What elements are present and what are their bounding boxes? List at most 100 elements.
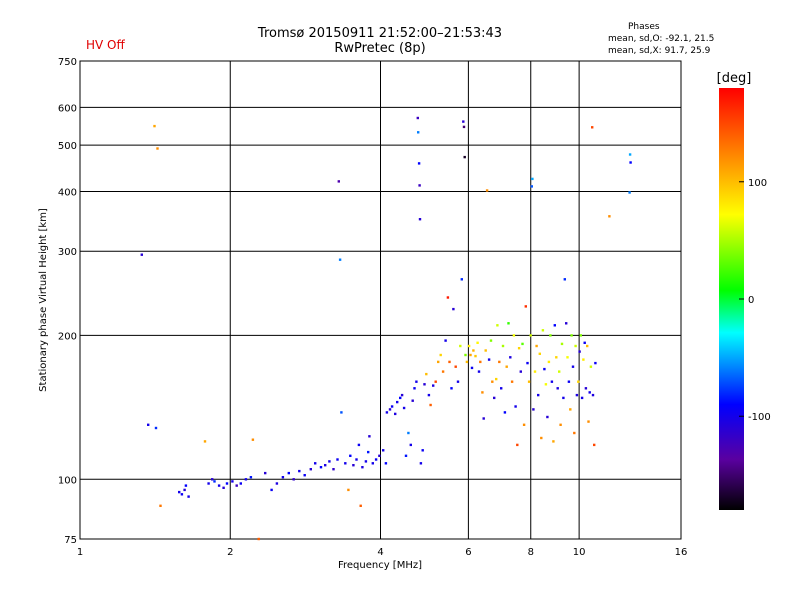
data-point <box>493 396 496 400</box>
data-point <box>567 380 571 383</box>
hv-status-label: HV Off <box>86 38 125 52</box>
data-point <box>464 353 467 357</box>
data-point <box>140 253 143 256</box>
data-point <box>421 449 424 452</box>
data-point <box>337 180 340 183</box>
data-point <box>482 417 485 420</box>
data-point <box>462 125 466 129</box>
data-point <box>541 329 545 332</box>
data-point <box>501 344 505 348</box>
data-point <box>544 383 548 386</box>
data-point <box>507 322 510 325</box>
data-point <box>584 387 588 390</box>
data-point <box>531 177 534 181</box>
data-point <box>361 466 364 469</box>
data-point <box>514 405 517 408</box>
data-point <box>385 411 389 414</box>
y-tick-label: 750 <box>58 57 77 68</box>
data-point <box>368 435 371 438</box>
x-tick-label: 2 <box>227 547 233 558</box>
colorbar-label: [deg] <box>717 71 752 86</box>
data-point <box>249 476 253 479</box>
data-point <box>524 305 527 308</box>
data-point <box>628 153 632 156</box>
data-point <box>570 334 573 337</box>
chart-title: Tromsø 20150911 21:52:00–21:53:43 <box>257 26 503 41</box>
data-point <box>472 349 475 352</box>
data-point <box>448 360 451 364</box>
data-point <box>489 339 493 342</box>
data-point <box>591 393 595 397</box>
data-point <box>517 347 521 350</box>
data-point <box>532 408 535 411</box>
data-point <box>587 420 590 423</box>
data-point <box>417 131 420 134</box>
data-point <box>456 380 460 383</box>
data-point <box>588 391 591 394</box>
data-point <box>344 462 347 465</box>
data-point <box>575 393 579 397</box>
data-point <box>388 408 392 411</box>
axis-tick-labels: 1 2 4 6 8 10 16 75 100 200 300 400 500 600 750 <box>58 57 687 558</box>
data-point <box>434 380 437 383</box>
data-point <box>319 466 323 469</box>
data-point <box>203 440 207 443</box>
data-point <box>459 344 462 348</box>
data-point <box>349 454 352 457</box>
data-point <box>292 478 295 481</box>
data-point <box>382 449 385 452</box>
data-point <box>207 482 210 485</box>
data-point <box>558 370 561 373</box>
data-point <box>574 344 577 348</box>
data-point <box>281 476 285 479</box>
data-point <box>498 360 501 364</box>
data-point <box>153 124 156 128</box>
data-point <box>586 344 589 348</box>
data-point <box>535 344 538 348</box>
data-point <box>432 384 435 387</box>
data-point <box>556 387 559 390</box>
data-point <box>147 423 150 426</box>
data-point <box>509 356 512 359</box>
data-point <box>347 488 350 492</box>
data-point <box>419 462 423 465</box>
data-point <box>484 349 487 352</box>
data-point <box>338 258 342 261</box>
data-point <box>452 307 455 311</box>
data-point <box>239 482 242 485</box>
data-point <box>566 356 569 359</box>
data-point <box>546 415 549 419</box>
data-point <box>533 370 537 373</box>
data-point <box>423 383 426 386</box>
data-point <box>159 504 162 507</box>
data-point <box>530 185 533 188</box>
data-point <box>487 358 491 361</box>
data-point <box>573 431 576 435</box>
data-point <box>357 443 361 447</box>
data-point <box>251 438 255 441</box>
data-point <box>352 464 355 467</box>
data-point <box>476 341 479 344</box>
data-point <box>402 406 406 410</box>
data-point <box>275 482 279 485</box>
data-point <box>569 408 572 411</box>
data-point <box>503 411 507 414</box>
data-point <box>222 486 225 489</box>
data-point <box>183 488 186 492</box>
x-tick-label: 1 <box>77 547 83 558</box>
data-point <box>547 360 551 364</box>
data-points <box>140 116 632 541</box>
data-point <box>463 155 466 159</box>
data-point <box>270 488 273 492</box>
data-point <box>231 480 234 483</box>
x-tick-label: 8 <box>528 547 534 558</box>
data-point <box>555 356 558 359</box>
data-point <box>332 468 335 471</box>
x-tick-label: 6 <box>465 547 471 558</box>
data-point <box>450 387 453 390</box>
data-point <box>594 361 597 365</box>
data-point <box>577 380 580 383</box>
data-point <box>582 358 585 361</box>
data-point <box>287 471 290 475</box>
data-point <box>583 341 586 344</box>
